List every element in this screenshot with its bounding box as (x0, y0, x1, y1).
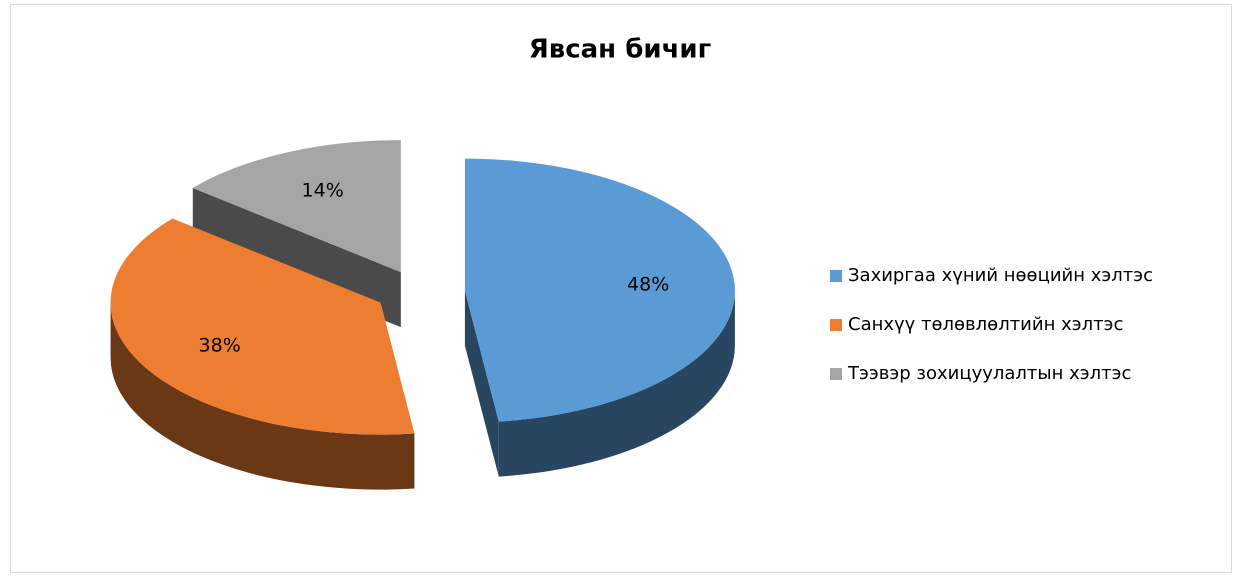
slice (192, 140, 401, 273)
data-label: 38% (199, 334, 241, 356)
slice-side (498, 290, 735, 477)
legend-swatch (830, 368, 842, 380)
legend-label: Тээвэр зохицуулалтын хэлтэс (847, 363, 1131, 384)
data-label: 14% (302, 179, 344, 201)
slice (464, 158, 735, 422)
chart-title: Явсан бичиг (529, 35, 711, 65)
data-label: 48% (627, 273, 669, 295)
legend-label: Санхүү төлөвлөлтийн хэлтэс (848, 314, 1123, 335)
legend-swatch (830, 319, 842, 331)
slice-side (464, 290, 499, 477)
legend-swatch (830, 270, 842, 282)
slice (110, 218, 415, 435)
slice-side (110, 302, 415, 490)
legend-label: Захиргаа хүний нөөцийн хэлтэс (848, 265, 1153, 286)
